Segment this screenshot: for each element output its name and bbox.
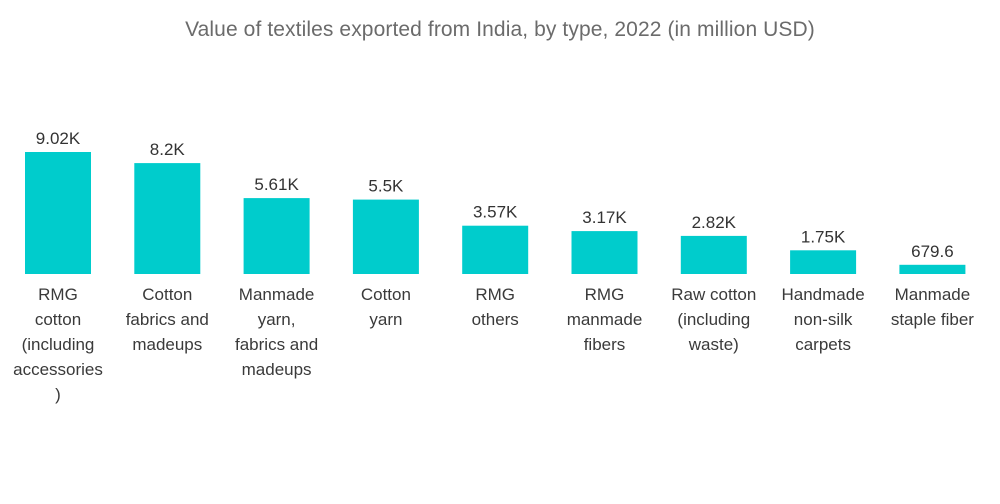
- data-label-5: 3.57K: [473, 203, 518, 222]
- category-label-line: others: [472, 310, 519, 329]
- category-label-line: yarn,: [258, 310, 296, 329]
- category-label-7: Raw cotton (including waste): [671, 285, 756, 354]
- category-label-line: Cotton: [361, 285, 411, 304]
- data-label-9: 679.6: [911, 242, 954, 261]
- category-label-line: manmade: [567, 310, 643, 329]
- bar-3: [243, 198, 310, 274]
- bar-6: [571, 231, 638, 274]
- category-label-line: ): [55, 385, 61, 404]
- category-label-line: carpets: [795, 335, 851, 354]
- category-label-line: Raw cotton: [671, 285, 756, 304]
- category-label-line: madeups: [242, 360, 312, 379]
- category-label-line: cotton: [35, 310, 81, 329]
- category-label-5: RMG others: [472, 285, 519, 329]
- category-label-1: RMG cotton (including accessories): [13, 285, 103, 404]
- category-label-line: madeups: [132, 335, 202, 354]
- category-label-line: fabrics and: [235, 335, 318, 354]
- bar-5: [462, 225, 529, 274]
- category-label-line: RMG: [38, 285, 78, 304]
- category-label-line: Manmade: [239, 285, 315, 304]
- bar-7: [680, 235, 747, 274]
- data-label-1: 9.02K: [36, 129, 81, 148]
- category-label-6: RMG manmade fibers: [567, 285, 643, 354]
- data-label-2: 8.2K: [150, 140, 186, 159]
- data-label-3: 5.61K: [254, 175, 299, 194]
- category-label-3: Manmade yarn, fabrics and madeups: [235, 285, 318, 379]
- category-label-line: Cotton: [142, 285, 192, 304]
- category-label-line: Handmade: [782, 285, 865, 304]
- bar-9: [899, 264, 966, 274]
- category-label-line: fabrics and: [126, 310, 209, 329]
- category-label-line: accessories: [13, 360, 103, 379]
- category-label-8: Handmade non-silk carpets: [782, 285, 865, 354]
- category-label-line: Manmade: [895, 285, 971, 304]
- category-label-line: RMG: [585, 285, 625, 304]
- data-label-6: 3.17K: [582, 208, 627, 227]
- data-label-4: 5.5K: [368, 177, 404, 196]
- category-label-9: Manmade staple fiber: [891, 285, 974, 329]
- data-label-7: 2.82K: [692, 213, 737, 232]
- category-label-line: non-silk: [794, 310, 853, 329]
- category-label-line: (including: [677, 310, 750, 329]
- category-label-line: yarn: [369, 310, 402, 329]
- bar-4: [352, 199, 419, 274]
- chart-title: Value of textiles exported from India, b…: [185, 18, 815, 41]
- category-label-2: Cotton fabrics and madeups: [126, 285, 209, 354]
- category-label-4: Cotton yarn: [361, 285, 411, 329]
- bar-2: [134, 163, 201, 274]
- category-label-line: waste): [688, 335, 739, 354]
- category-label-line: staple fiber: [891, 310, 974, 329]
- data-label-8: 1.75K: [801, 227, 846, 246]
- category-label-line: fibers: [584, 335, 626, 354]
- category-label-line: RMG: [475, 285, 515, 304]
- bar-1: [25, 152, 91, 274]
- category-label-line: (including: [22, 335, 95, 354]
- bar-8: [790, 250, 857, 274]
